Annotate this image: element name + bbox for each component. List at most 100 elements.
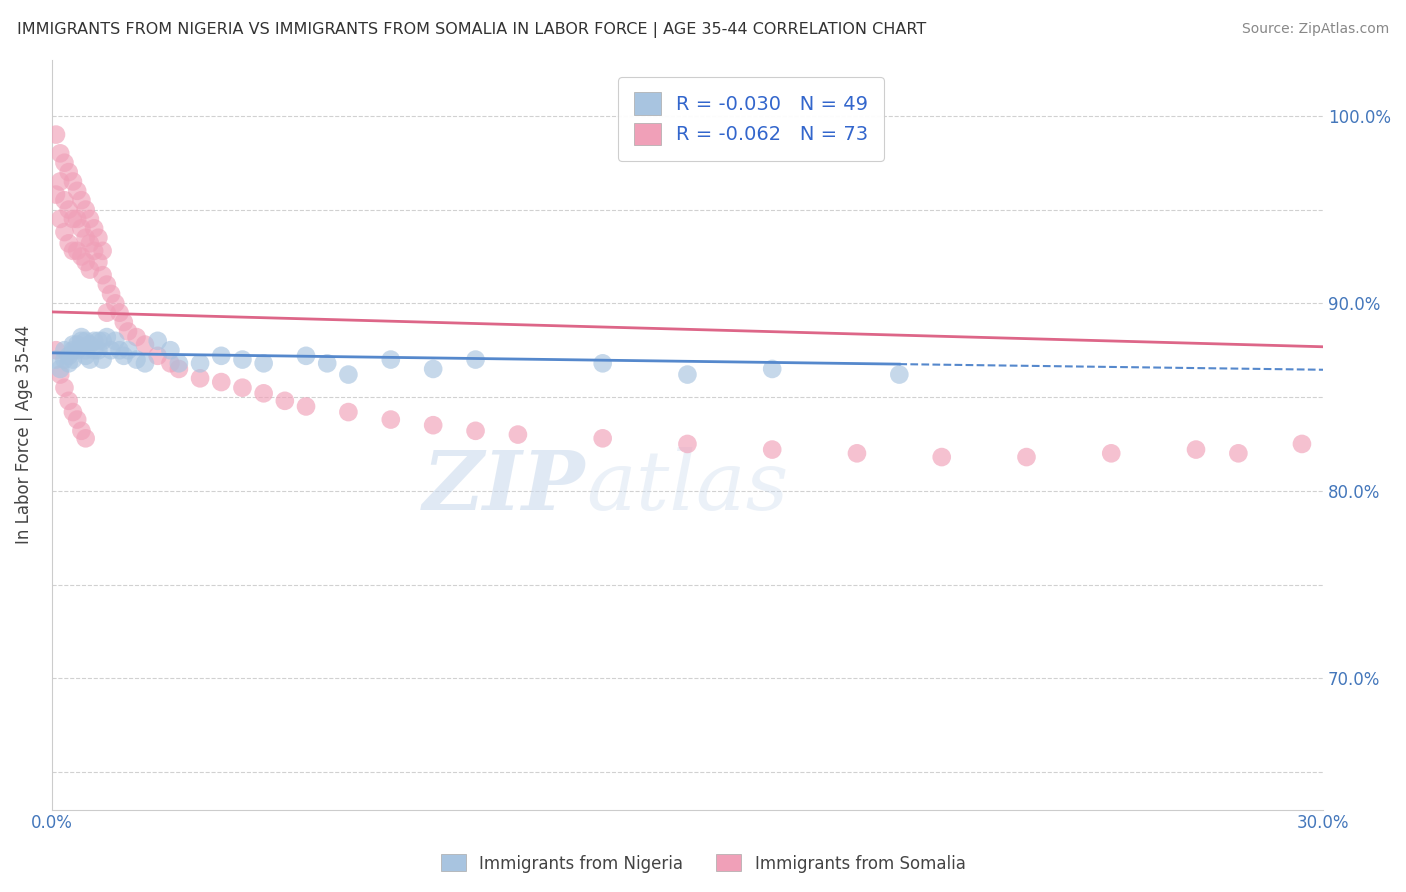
Point (62, 174, 84, 188)
Point (75, 255, 97, 269)
Text: Source: ZipAtlas.com: Source: ZipAtlas.com (1241, 22, 1389, 37)
Point (592, 431, 614, 445)
Point (49, 368, 72, 382)
Point (100, 343, 122, 358)
Point (70, 250, 93, 264)
Point (117, 325, 139, 339)
Point (70, 330, 93, 344)
Point (58, 393, 80, 408)
Point (66, 343, 89, 358)
Point (53, 381, 76, 395)
Point (79, 236, 101, 251)
Point (87, 343, 110, 358)
Point (112, 349, 135, 363)
Point (117, 343, 139, 358)
Point (146, 334, 169, 348)
Point (70, 193, 93, 207)
Point (62, 244, 84, 258)
Point (62, 352, 84, 367)
Text: atlas: atlas (586, 447, 789, 527)
Point (380, 352, 402, 367)
Point (75, 349, 97, 363)
Legend: R = -0.030   N = 49, R = -0.062   N = 73: R = -0.030 N = 49, R = -0.062 N = 73 (619, 77, 884, 161)
Point (506, 427, 529, 442)
Point (58, 202, 80, 217)
Point (337, 405, 360, 419)
Point (592, 356, 614, 370)
Point (96, 330, 118, 344)
Legend: Immigrants from Nigeria, Immigrants from Somalia: Immigrants from Nigeria, Immigrants from… (434, 847, 972, 880)
Point (188, 371, 211, 385)
Point (49, 146, 72, 161)
Point (53, 352, 76, 367)
Point (159, 356, 181, 370)
Point (761, 442, 783, 457)
Point (125, 330, 148, 344)
Point (79, 211, 101, 226)
Point (66, 211, 89, 226)
Point (295, 349, 318, 363)
Point (422, 418, 444, 433)
Point (96, 306, 118, 320)
Point (167, 356, 190, 370)
Point (62, 405, 84, 419)
Point (79, 262, 101, 277)
Point (49, 211, 72, 226)
Point (79, 337, 101, 351)
Point (49, 174, 72, 188)
Point (100, 287, 122, 301)
Point (58, 236, 80, 251)
Text: ZIP: ZIP (423, 447, 586, 527)
Point (337, 368, 360, 382)
Point (87, 255, 110, 269)
Text: IMMIGRANTS FROM NIGERIA VS IMMIGRANTS FROM SOMALIA IN LABOR FORCE | AGE 35-44 CO: IMMIGRANTS FROM NIGERIA VS IMMIGRANTS FR… (17, 22, 927, 38)
Point (125, 352, 148, 367)
Point (53, 155, 76, 169)
Point (49, 362, 72, 376)
Point (53, 343, 76, 358)
Point (209, 375, 232, 389)
Point (75, 343, 97, 358)
Point (62, 211, 84, 226)
Point (846, 446, 869, 460)
Point (75, 334, 97, 348)
Point (83, 343, 105, 358)
Point (66, 244, 89, 258)
Point (104, 334, 127, 348)
Point (159, 343, 181, 358)
Point (146, 349, 169, 363)
Point (134, 356, 156, 370)
Point (761, 362, 783, 376)
Point (108, 306, 131, 320)
Point (87, 334, 110, 348)
Point (66, 337, 89, 351)
Point (75, 230, 97, 244)
Point (62, 337, 84, 351)
Point (91, 268, 114, 283)
Point (422, 362, 444, 376)
Y-axis label: In Labor Force | Age 35-44: In Labor Force | Age 35-44 (15, 325, 32, 544)
Point (1291, 437, 1313, 451)
Point (58, 356, 80, 370)
Point (91, 244, 114, 258)
Point (112, 315, 135, 329)
Point (87, 230, 110, 244)
Point (83, 244, 105, 258)
Point (96, 277, 118, 292)
Point (53, 193, 76, 207)
Point (70, 424, 93, 438)
Point (91, 352, 114, 367)
Point (1015, 450, 1038, 464)
Point (45, 352, 67, 367)
Point (53, 225, 76, 239)
Point (66, 184, 89, 198)
Point (889, 368, 911, 382)
Point (188, 356, 211, 370)
Point (45, 128, 67, 142)
Point (231, 381, 253, 395)
Point (1227, 446, 1250, 460)
Point (45, 187, 67, 202)
Point (295, 400, 318, 414)
Point (58, 165, 80, 179)
Point (45, 343, 67, 358)
